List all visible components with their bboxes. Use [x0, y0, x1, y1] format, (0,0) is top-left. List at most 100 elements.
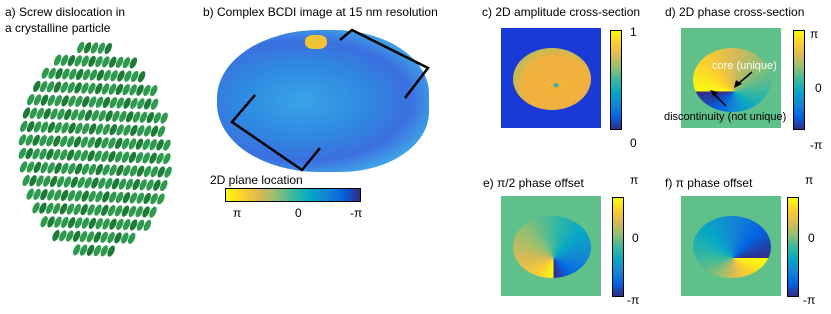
atom-rod: [98, 177, 106, 189]
atom-rod: [88, 55, 96, 67]
atom-rod: [54, 122, 62, 134]
atom-rod: [143, 192, 151, 205]
atom-rod: [48, 67, 56, 80]
atom-rod: [66, 230, 74, 242]
atom-rod: [47, 189, 55, 201]
atom-rod: [32, 148, 40, 160]
atom-rod: [81, 82, 89, 94]
atom-rod: [144, 98, 152, 110]
atom-rod: [102, 218, 110, 230]
atom-rod: [136, 84, 144, 96]
atom-rod: [130, 124, 138, 137]
atom-rod: [29, 175, 37, 187]
atom-rod: [40, 94, 49, 106]
atom-rod: [129, 165, 138, 177]
atom-rod: [136, 219, 145, 231]
atom-rod: [89, 69, 98, 81]
atom-rod: [130, 97, 138, 110]
atom-rod: [94, 83, 103, 95]
atom-rod: [73, 244, 81, 256]
colorbar-tick-label: -π: [627, 293, 640, 307]
atom-rod: [107, 232, 115, 244]
atom-rod: [163, 139, 171, 151]
colorbar: [787, 197, 799, 297]
atom-rod: [20, 120, 28, 132]
colorbar-tick-label: π: [805, 173, 814, 187]
atom-rod: [39, 202, 47, 214]
atom-rod: [104, 42, 112, 55]
atom-rod: [160, 112, 168, 124]
atom-rod: [118, 178, 127, 190]
atom-rod: [82, 123, 90, 135]
atom-rod: [101, 83, 110, 95]
atom-rod: [102, 96, 111, 109]
atom-rod: [108, 83, 117, 95]
atom-rod: [132, 178, 140, 191]
atom-rod: [59, 203, 68, 215]
atom-rod: [18, 134, 27, 146]
atom-rod: [36, 107, 44, 120]
atom-rod: [61, 162, 69, 174]
atom-rod: [129, 219, 138, 231]
atom-rod: [86, 244, 95, 256]
atom-rod: [60, 81, 69, 93]
panel-title: e) π/2 phase offset: [483, 176, 584, 190]
atom-rod: [74, 82, 82, 94]
atom-rod: [54, 216, 62, 228]
atom-rod: [84, 109, 93, 121]
atom-rod: [91, 177, 99, 189]
atom-rod: [74, 217, 83, 229]
atom-rod: [143, 165, 152, 178]
atom-rod: [73, 136, 82, 148]
colorbar: [225, 188, 361, 202]
atom-rod: [88, 217, 97, 229]
atom-rod: [119, 110, 127, 123]
amplitude-particle: [513, 48, 591, 110]
atom-rod: [131, 70, 139, 83]
atom-rod: [95, 164, 104, 176]
atom-rod: [77, 176, 85, 189]
colorbar-tick-label: 1: [630, 25, 637, 39]
atom-rod: [108, 137, 116, 149]
atom-rod: [153, 112, 161, 124]
atom-rod: [150, 98, 159, 110]
atom-rod: [150, 125, 159, 137]
atom-rod: [26, 161, 35, 173]
atom-rod: [146, 179, 154, 191]
atom-rod: [87, 136, 95, 148]
atom-rod: [143, 219, 152, 232]
atom-rod: [39, 135, 47, 147]
atom-rod: [53, 81, 62, 93]
atom-rod: [74, 55, 83, 67]
atom-rod: [128, 138, 137, 150]
atom-rod: [127, 232, 136, 244]
atom-rod: [109, 191, 117, 203]
atom-rod: [39, 148, 47, 160]
atom-rod: [25, 134, 34, 146]
atom-rod: [60, 189, 69, 201]
atom-rod: [102, 191, 110, 203]
atom-rod: [129, 192, 138, 204]
atom-rod: [46, 202, 54, 214]
atom-rod: [102, 56, 110, 68]
atom-rod: [60, 54, 69, 66]
atom-rod: [137, 125, 145, 137]
atom-rod: [41, 67, 49, 79]
atom-rod: [59, 149, 68, 161]
atom-rod: [121, 232, 129, 244]
atom-rod: [87, 150, 95, 162]
atom-rod: [107, 205, 116, 217]
atom-rod: [77, 109, 86, 121]
atom-rod: [66, 149, 75, 161]
panel-title: a crystalline particle: [5, 21, 111, 35]
atom-rod: [122, 84, 130, 96]
panel-title: d) 2D phase cross-section: [665, 5, 805, 19]
atom-rod: [33, 188, 41, 200]
atom-rod: [61, 216, 69, 228]
colorbar-tick-label: π: [810, 27, 819, 41]
atom-rod: [121, 138, 130, 150]
screw-dislocation-particle: [18, 41, 172, 257]
atom-rod: [63, 176, 72, 188]
isosurface-highlight: [305, 35, 327, 49]
